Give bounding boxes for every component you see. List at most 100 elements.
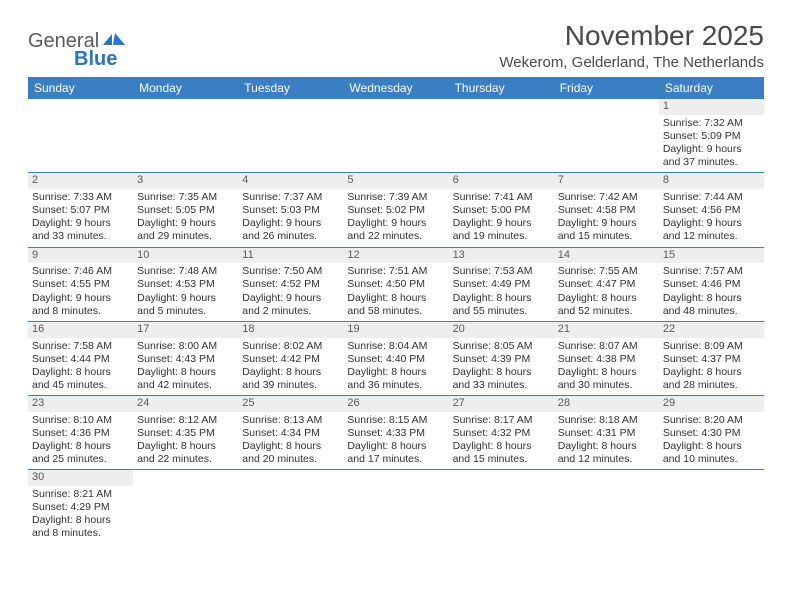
day-cell: 28Sunrise: 8:18 AMSunset: 4:31 PMDayligh… <box>554 396 659 469</box>
day-cell <box>554 470 659 543</box>
day-cell <box>659 470 764 543</box>
day-number: 5 <box>343 173 448 189</box>
sunset-text: Sunset: 4:44 PM <box>32 353 129 366</box>
day-cell <box>343 99 448 172</box>
sunset-text: Sunset: 5:07 PM <box>32 204 129 217</box>
day-number: 24 <box>133 396 238 412</box>
day-content: Sunrise: 8:10 AMSunset: 4:36 PMDaylight:… <box>28 412 133 470</box>
sunset-text: Sunset: 4:43 PM <box>137 353 234 366</box>
sunrise-text: Sunrise: 7:58 AM <box>32 340 129 353</box>
day-header: Tuesday <box>238 77 343 99</box>
day-cell <box>449 470 554 543</box>
day-header: Thursday <box>449 77 554 99</box>
sunset-text: Sunset: 5:00 PM <box>453 204 550 217</box>
header-row: General November 2025 Wekerom, Gelderlan… <box>28 20 764 71</box>
sunrise-text: Sunrise: 8:18 AM <box>558 414 655 427</box>
daylight-text: Daylight: 8 hours and 42 minutes. <box>137 366 234 392</box>
day-content: Sunrise: 7:53 AMSunset: 4:49 PMDaylight:… <box>449 263 554 321</box>
sunset-text: Sunset: 4:52 PM <box>242 278 339 291</box>
day-cell: 22Sunrise: 8:09 AMSunset: 4:37 PMDayligh… <box>659 322 764 395</box>
daylight-text: Daylight: 8 hours and 17 minutes. <box>347 440 444 466</box>
sunrise-text: Sunrise: 7:46 AM <box>32 265 129 278</box>
day-content: Sunrise: 8:05 AMSunset: 4:39 PMDaylight:… <box>449 338 554 396</box>
day-content: Sunrise: 8:02 AMSunset: 4:42 PMDaylight:… <box>238 338 343 396</box>
day-content: Sunrise: 7:39 AMSunset: 5:02 PMDaylight:… <box>343 189 448 247</box>
sunrise-text: Sunrise: 7:55 AM <box>558 265 655 278</box>
day-cell: 12Sunrise: 7:51 AMSunset: 4:50 PMDayligh… <box>343 248 448 321</box>
day-cell: 14Sunrise: 7:55 AMSunset: 4:47 PMDayligh… <box>554 248 659 321</box>
day-cell: 21Sunrise: 8:07 AMSunset: 4:38 PMDayligh… <box>554 322 659 395</box>
week-row: 30Sunrise: 8:21 AMSunset: 4:29 PMDayligh… <box>28 470 764 543</box>
sunset-text: Sunset: 4:35 PM <box>137 427 234 440</box>
day-cell: 20Sunrise: 8:05 AMSunset: 4:39 PMDayligh… <box>449 322 554 395</box>
daylight-text: Daylight: 8 hours and 45 minutes. <box>32 366 129 392</box>
day-cell: 29Sunrise: 8:20 AMSunset: 4:30 PMDayligh… <box>659 396 764 469</box>
logo-text-blue: Blue <box>74 48 117 70</box>
day-number: 13 <box>449 248 554 264</box>
sunrise-text: Sunrise: 8:00 AM <box>137 340 234 353</box>
day-header: Monday <box>133 77 238 99</box>
sunrise-text: Sunrise: 8:02 AM <box>242 340 339 353</box>
page: General November 2025 Wekerom, Gelderlan… <box>0 0 792 564</box>
day-cell: 19Sunrise: 8:04 AMSunset: 4:40 PMDayligh… <box>343 322 448 395</box>
sunrise-text: Sunrise: 7:35 AM <box>137 191 234 204</box>
daylight-text: Daylight: 8 hours and 48 minutes. <box>663 292 760 318</box>
sunset-text: Sunset: 4:33 PM <box>347 427 444 440</box>
day-cell: 23Sunrise: 8:10 AMSunset: 4:36 PMDayligh… <box>28 396 133 469</box>
sunrise-text: Sunrise: 7:57 AM <box>663 265 760 278</box>
week-row: 23Sunrise: 8:10 AMSunset: 4:36 PMDayligh… <box>28 396 764 470</box>
sunset-text: Sunset: 5:05 PM <box>137 204 234 217</box>
day-cell: 13Sunrise: 7:53 AMSunset: 4:49 PMDayligh… <box>449 248 554 321</box>
sunrise-text: Sunrise: 7:41 AM <box>453 191 550 204</box>
day-content: Sunrise: 7:46 AMSunset: 4:55 PMDaylight:… <box>28 263 133 321</box>
day-cell <box>133 470 238 543</box>
week-row: 16Sunrise: 7:58 AMSunset: 4:44 PMDayligh… <box>28 322 764 396</box>
day-cell <box>343 470 448 543</box>
day-cell <box>238 99 343 172</box>
day-content: Sunrise: 8:00 AMSunset: 4:43 PMDaylight:… <box>133 338 238 396</box>
sunrise-text: Sunrise: 7:42 AM <box>558 191 655 204</box>
day-header: Wednesday <box>343 77 448 99</box>
sunrise-text: Sunrise: 8:07 AM <box>558 340 655 353</box>
day-cell: 27Sunrise: 8:17 AMSunset: 4:32 PMDayligh… <box>449 396 554 469</box>
day-number: 30 <box>28 470 133 486</box>
day-cell: 25Sunrise: 8:13 AMSunset: 4:34 PMDayligh… <box>238 396 343 469</box>
sunset-text: Sunset: 4:47 PM <box>558 278 655 291</box>
sunset-text: Sunset: 4:58 PM <box>558 204 655 217</box>
day-cell: 3Sunrise: 7:35 AMSunset: 5:05 PMDaylight… <box>133 173 238 246</box>
sunset-text: Sunset: 5:02 PM <box>347 204 444 217</box>
sunset-text: Sunset: 4:37 PM <box>663 353 760 366</box>
day-content: Sunrise: 8:07 AMSunset: 4:38 PMDaylight:… <box>554 338 659 396</box>
sunrise-text: Sunrise: 8:05 AM <box>453 340 550 353</box>
day-content: Sunrise: 8:17 AMSunset: 4:32 PMDaylight:… <box>449 412 554 470</box>
day-number: 8 <box>659 173 764 189</box>
daylight-text: Daylight: 8 hours and 25 minutes. <box>32 440 129 466</box>
day-cell: 17Sunrise: 8:00 AMSunset: 4:43 PMDayligh… <box>133 322 238 395</box>
day-cell: 9Sunrise: 7:46 AMSunset: 4:55 PMDaylight… <box>28 248 133 321</box>
day-number: 12 <box>343 248 448 264</box>
day-number: 18 <box>238 322 343 338</box>
day-number: 20 <box>449 322 554 338</box>
day-number: 25 <box>238 396 343 412</box>
sunset-text: Sunset: 4:49 PM <box>453 278 550 291</box>
week-row: 1Sunrise: 7:32 AMSunset: 5:09 PMDaylight… <box>28 99 764 173</box>
day-cell <box>449 99 554 172</box>
day-content: Sunrise: 7:55 AMSunset: 4:47 PMDaylight:… <box>554 263 659 321</box>
day-cell: 1Sunrise: 7:32 AMSunset: 5:09 PMDaylight… <box>659 99 764 172</box>
sunrise-text: Sunrise: 8:17 AM <box>453 414 550 427</box>
day-number: 27 <box>449 396 554 412</box>
sunrise-text: Sunrise: 8:04 AM <box>347 340 444 353</box>
sunset-text: Sunset: 4:29 PM <box>32 501 129 514</box>
day-cell <box>554 99 659 172</box>
day-cell: 4Sunrise: 7:37 AMSunset: 5:03 PMDaylight… <box>238 173 343 246</box>
sunrise-text: Sunrise: 7:37 AM <box>242 191 339 204</box>
daylight-text: Daylight: 8 hours and 10 minutes. <box>663 440 760 466</box>
day-content: Sunrise: 7:48 AMSunset: 4:53 PMDaylight:… <box>133 263 238 321</box>
day-number: 2 <box>28 173 133 189</box>
day-content: Sunrise: 8:21 AMSunset: 4:29 PMDaylight:… <box>28 486 133 544</box>
day-number: 6 <box>449 173 554 189</box>
sunset-text: Sunset: 4:31 PM <box>558 427 655 440</box>
day-content: Sunrise: 7:32 AMSunset: 5:09 PMDaylight:… <box>659 115 764 173</box>
sunrise-text: Sunrise: 7:39 AM <box>347 191 444 204</box>
day-content: Sunrise: 7:35 AMSunset: 5:05 PMDaylight:… <box>133 189 238 247</box>
